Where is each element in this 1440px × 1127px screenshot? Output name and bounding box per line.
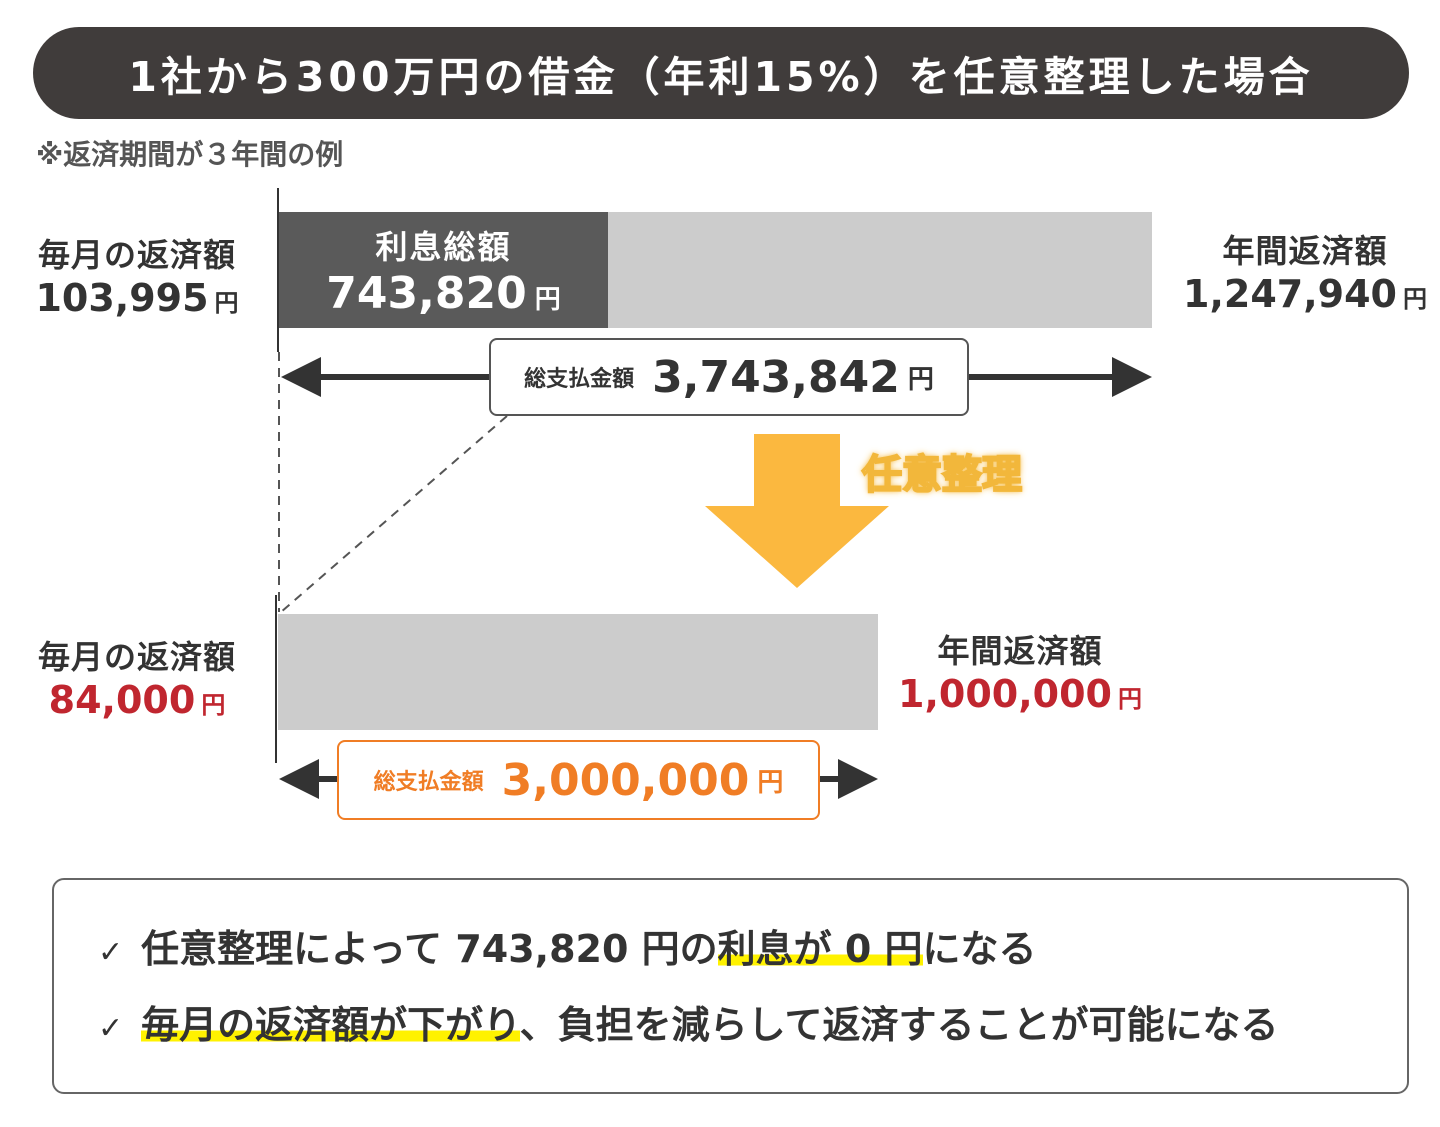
down-arrow-icon: [705, 434, 889, 588]
check-icon: ✓: [98, 1011, 124, 1046]
summary-box: ✓ 任意整理によって 743,820 円の利息が 0 円になる ✓ 毎月の返済額が下…: [52, 878, 1409, 1094]
before-monthly-label: 毎月の返済額: [37, 236, 236, 274]
before-total-box: 総支払金額 3,743,842 円: [489, 338, 969, 416]
after-axis-line: [275, 595, 277, 763]
after-total-label: 総支払金額: [373, 770, 484, 795]
yen-unit: 円: [534, 284, 561, 315]
after-total-box: 総支払金額 3,000,000 円: [337, 740, 820, 820]
before-monthly-amount: 103,995 円: [22, 276, 252, 320]
interest-bar: 利息総額 743,820 円: [279, 212, 608, 328]
after-arrow-right-head: [838, 759, 878, 799]
before-arrow-left-head: [281, 357, 321, 397]
summary-point-2: ✓ 毎月の返済額が下がり、負担を減らして返済することが可能になる: [98, 994, 1279, 1049]
yen-unit: 円: [1117, 685, 1142, 713]
title-text: 1社から300万円の借金（年利15%）を任意整理した場合: [128, 53, 1314, 101]
yen-unit: 円: [907, 364, 934, 395]
period-note: ※返済期間が３年間の例: [36, 138, 344, 171]
after-annual: 年間返済額 1,000,000 円: [895, 626, 1145, 716]
summary-point-1-text: 任意整理によって 743,820 円の: [141, 927, 718, 971]
before-monthly-value: 103,995: [35, 276, 209, 320]
before-arrow-right-head: [1112, 357, 1152, 397]
before-axis-line: [277, 188, 279, 352]
yen-unit: 円: [201, 691, 226, 719]
interest-amount: 743,820 円: [326, 268, 560, 319]
summary-point-2-text: 、負担を減らして返済することが可能になる: [519, 1003, 1279, 1047]
before-annual-label: 年間返済額: [1222, 232, 1388, 270]
yen-unit: 円: [214, 289, 239, 317]
interest-value: 743,820: [326, 267, 527, 319]
before-total-label: 総支払金額: [524, 367, 635, 392]
before-total-value: 3,743,842: [652, 351, 900, 403]
yen-unit: 円: [757, 767, 784, 798]
before-annual: 年間返済額 1,247,940 円: [1180, 226, 1430, 316]
after-monthly-label: 毎月の返済額: [37, 638, 236, 676]
interest-label: 利息総額: [375, 227, 512, 266]
after-annual-amount: 1,000,000 円: [895, 672, 1145, 716]
process-label: 任意整理: [861, 451, 1023, 499]
summary-point-2-highlight: 毎月の返済額が下がり: [141, 1003, 520, 1047]
summary-point-1-highlight: 利息が 0 円: [717, 927, 923, 971]
check-icon: ✓: [98, 935, 124, 970]
before-annual-value: 1,247,940: [1183, 272, 1397, 316]
yen-unit: 円: [1402, 285, 1427, 313]
after-monthly: 毎月の返済額 84,000 円: [22, 632, 252, 722]
after-arrow-left-head: [279, 759, 319, 799]
summary-point-1-end: になる: [922, 927, 1037, 971]
after-annual-label: 年間返済額: [937, 632, 1103, 670]
after-monthly-amount: 84,000 円: [22, 678, 252, 722]
after-total-bar: [278, 614, 878, 730]
after-monthly-value: 84,000: [48, 678, 196, 722]
after-total-value: 3,000,000: [501, 754, 750, 806]
before-annual-amount: 1,247,940 円: [1180, 272, 1430, 316]
before-monthly: 毎月の返済額 103,995 円: [22, 230, 252, 320]
title-banner: 1社から300万円の借金（年利15%）を任意整理した場合: [33, 27, 1409, 119]
summary-point-1: ✓ 任意整理によって 743,820 円の利息が 0 円になる: [98, 918, 1037, 973]
after-annual-value: 1,000,000: [898, 672, 1112, 716]
